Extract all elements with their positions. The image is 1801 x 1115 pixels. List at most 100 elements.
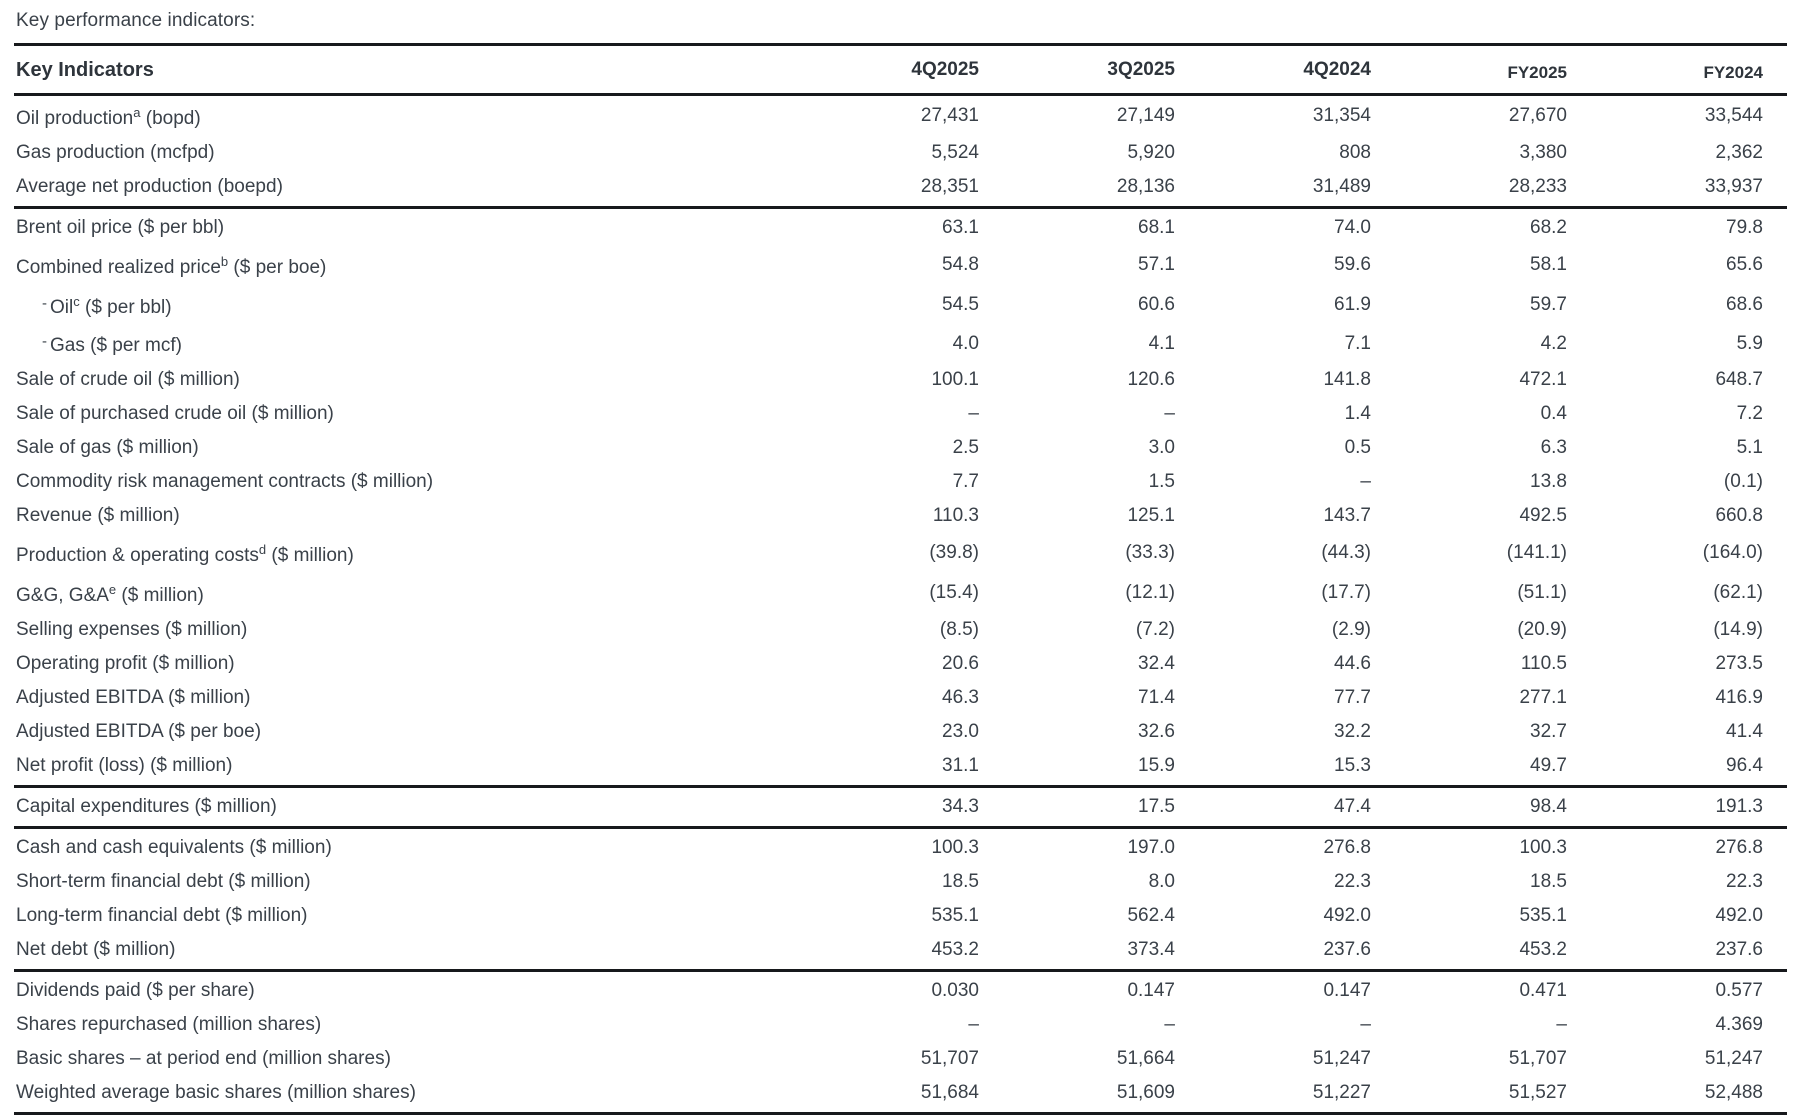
- row-label: Dividends paid ($ per share): [16, 980, 255, 1001]
- row-value: 33,937: [1704, 176, 1763, 197]
- row-label: Capital expenditures ($ million): [16, 796, 277, 817]
- footnote-marker: e: [108, 582, 117, 597]
- row-value: 110.5: [1520, 653, 1567, 674]
- row-value: (0.1): [1723, 471, 1763, 492]
- row-value: (164.0): [1702, 542, 1763, 563]
- row-value: 492.0: [1323, 905, 1371, 926]
- row-value: –: [968, 1014, 979, 1035]
- table-row: Shares repurchased (million shares) – – – – 4…: [14, 1008, 1787, 1042]
- table-row: - Oilc ($ per bbl) 54.5 60.6 61.9 59.7 68.6: [14, 285, 1787, 325]
- row-value: 96.4: [1726, 755, 1763, 776]
- row-value: 51,707: [1508, 1048, 1567, 1069]
- row-label: Net debt ($ million): [16, 939, 176, 960]
- table-row: Cash and cash equivalents ($ million) 100…: [14, 828, 1787, 866]
- row-value: 453.2: [931, 939, 979, 960]
- row-value: 31,354: [1312, 105, 1371, 126]
- row-value: 17.5: [1138, 796, 1175, 817]
- table-row: Oil productiona (bopd) 27,431 27,149 31,354…: [14, 95, 1787, 137]
- row-value: 51,707: [920, 1048, 979, 1069]
- row-value: 492.5: [1519, 505, 1567, 526]
- row-value: 54.8: [942, 254, 979, 275]
- row-value: 5,524: [931, 142, 979, 163]
- row-value: 276.8: [1323, 837, 1371, 858]
- table-row: Sale of purchased crude oil ($ million) –…: [14, 397, 1787, 431]
- row-value: 143.7: [1323, 505, 1371, 526]
- row-value: 22.3: [1334, 871, 1371, 892]
- row-value: 47.4: [1334, 796, 1371, 817]
- row-label: Long-term financial debt ($ million): [16, 905, 308, 926]
- row-value: (7.2): [1135, 619, 1175, 640]
- row-value: 0.471: [1519, 980, 1567, 1001]
- row-value: 77.7: [1334, 687, 1371, 708]
- row-label: Revenue ($ million): [16, 505, 180, 526]
- row-value: –: [968, 403, 979, 424]
- row-value: –: [1164, 1014, 1175, 1035]
- row-value: 98.4: [1530, 796, 1567, 817]
- row-label: - Oilc ($ per bbl): [42, 294, 172, 318]
- row-value: 273.5: [1715, 653, 1763, 674]
- table-row: Capital expenditures ($ million) 34.3 17.5…: [14, 787, 1787, 828]
- row-label: Oil productiona (bopd): [16, 105, 201, 129]
- row-value: –: [1360, 1014, 1371, 1035]
- header-col-4q2024: 4Q2024: [1303, 59, 1371, 80]
- page-title: Key performance indicators:: [16, 10, 256, 31]
- row-value: 57.1: [1138, 254, 1175, 275]
- row-value: 61.9: [1334, 294, 1371, 315]
- row-value: 5,920: [1127, 142, 1175, 163]
- kpi-table-header: Key Indicators 4Q2025 3Q2025 4Q2024 FY20…: [14, 44, 1787, 95]
- row-value: (39.8): [929, 542, 979, 563]
- table-row: Weighted average basic shares (million s…: [14, 1076, 1787, 1114]
- row-value: 8.0: [1148, 871, 1175, 892]
- row-value: 7.2: [1736, 403, 1763, 424]
- row-value: 63.1: [942, 217, 979, 238]
- row-value: 49.7: [1530, 755, 1567, 776]
- row-value: 100.1: [931, 369, 979, 390]
- row-value: 237.6: [1715, 939, 1763, 960]
- sub-item-dash: -: [42, 333, 47, 350]
- row-value: 6.3: [1540, 437, 1567, 458]
- row-value: 0.5: [1344, 437, 1371, 458]
- row-value: 100.3: [931, 837, 979, 858]
- row-value: 46.3: [942, 687, 979, 708]
- row-value: (141.1): [1506, 542, 1567, 563]
- row-value: 27,149: [1116, 105, 1175, 126]
- table-row: - Gas ($ per mcf) 4.0 4.1 7.1 4.2 5.9: [14, 325, 1787, 363]
- row-label: Sale of crude oil ($ million): [16, 369, 240, 390]
- row-label: Commodity risk management contracts ($ m…: [16, 471, 434, 492]
- row-value: –: [1556, 1014, 1567, 1035]
- row-value: 15.9: [1138, 755, 1175, 776]
- table-row: Short-term financial debt ($ million) 18.…: [14, 865, 1787, 899]
- row-value: 68.1: [1138, 217, 1175, 238]
- row-label: Selling expenses ($ million): [16, 619, 248, 640]
- row-value: 0.147: [1323, 980, 1371, 1001]
- table-row: Adjusted EBITDA ($ million) 46.3 71.4 77.7 2…: [14, 681, 1787, 715]
- row-value: 32.6: [1138, 721, 1175, 742]
- row-value: 141.8: [1323, 369, 1371, 390]
- row-value: –: [1164, 403, 1175, 424]
- row-value: 23.0: [942, 721, 979, 742]
- row-value: 0.577: [1715, 980, 1763, 1001]
- row-value: 68.2: [1530, 217, 1567, 238]
- row-value: 648.7: [1715, 369, 1763, 390]
- table-row: G&G, G&Ae ($ million) (15.4) (12.1) (17.7) (…: [14, 573, 1787, 613]
- table-row: Production & operating costsd ($ million…: [14, 533, 1787, 573]
- table-row: Dividends paid ($ per share) 0.030 0.147 0.…: [14, 971, 1787, 1009]
- row-value: (2.9): [1331, 619, 1371, 640]
- row-label: Sale of gas ($ million): [16, 437, 199, 458]
- row-value: 51,609: [1116, 1082, 1175, 1103]
- footnote-marker: c: [73, 294, 80, 309]
- row-value: 110.3: [932, 505, 979, 526]
- table-row: Revenue ($ million) 110.3 125.1 143.7 492.5 6…: [14, 499, 1787, 533]
- row-label: Operating profit ($ million): [16, 653, 235, 674]
- row-value: 13.8: [1530, 471, 1567, 492]
- table-row: Operating profit ($ million) 20.6 32.4 44.6…: [14, 647, 1787, 681]
- row-label: Cash and cash equivalents ($ million): [16, 837, 332, 858]
- table-row: Selling expenses ($ million) (8.5) (7.2) (2…: [14, 613, 1787, 647]
- header-key-indicators: Key Indicators: [16, 59, 154, 81]
- table-row: Brent oil price ($ per bbl) 63.1 68.1 74.0 6…: [14, 208, 1787, 246]
- row-value: 51,247: [1704, 1048, 1763, 1069]
- row-value: 416.9: [1715, 687, 1763, 708]
- row-value: 1.4: [1344, 403, 1371, 424]
- row-value: 51,664: [1116, 1048, 1175, 1069]
- table-row: Net debt ($ million) 453.2 373.4 237.6 453.2…: [14, 933, 1787, 971]
